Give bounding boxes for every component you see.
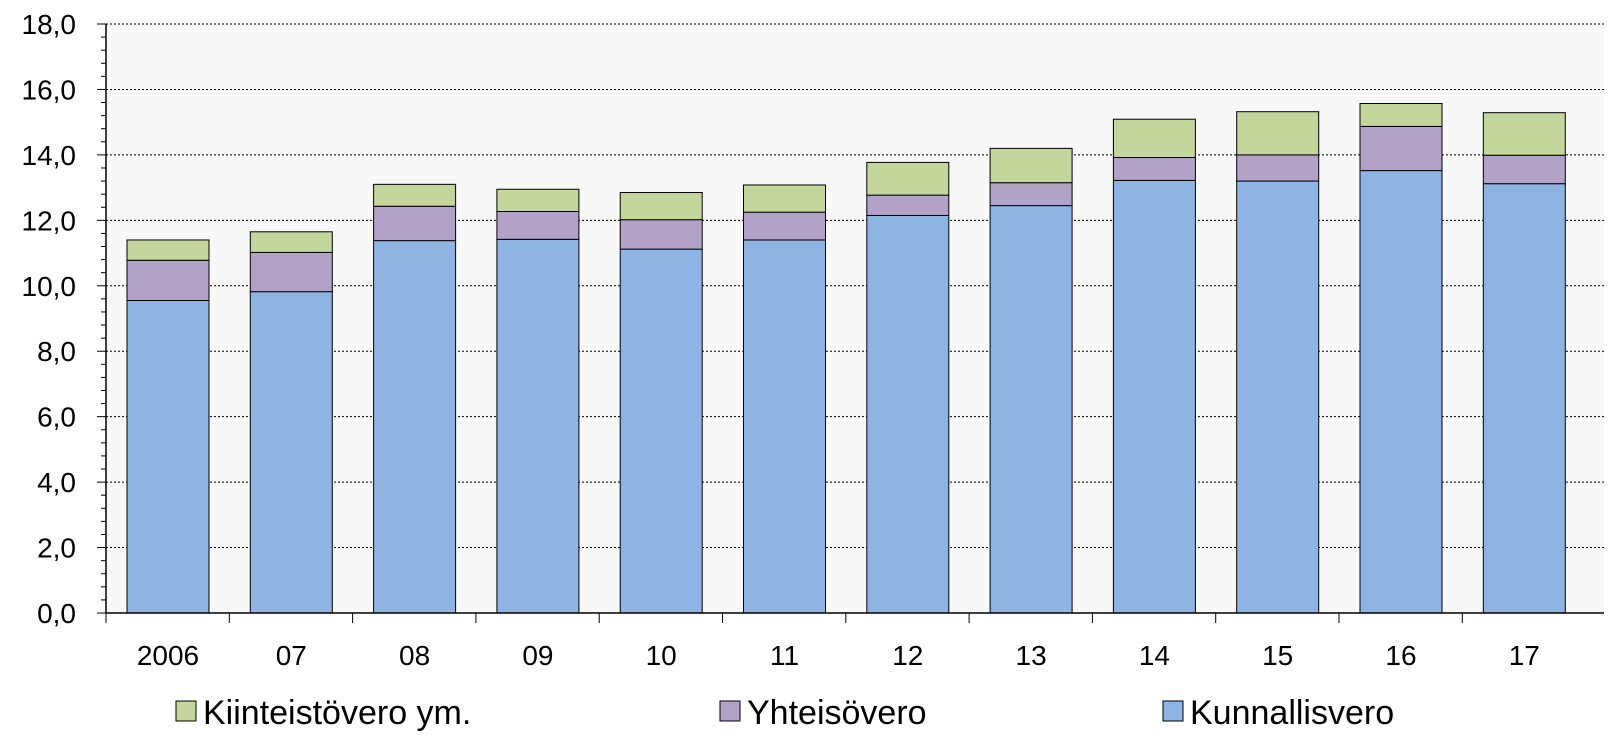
- x-tick-label: 14: [1139, 640, 1170, 671]
- axes: [105, 24, 1604, 614]
- bar-segment: [126, 239, 210, 261]
- bar-segment: [249, 231, 333, 253]
- bar-segment: [989, 147, 1073, 184]
- y-axis-ticks: 0,0 2,0 4,0 6,0 8,0 10,0 12,0 14,0 16,0 18,0: [22, 9, 106, 629]
- x-tick-label: 13: [1016, 640, 1047, 671]
- x-axis-ticks: 2006 07 08 09 10 11 12 13 14 15 16 17: [105, 613, 1540, 671]
- bar-segment: [989, 205, 1073, 614]
- bar-segment: [496, 238, 580, 614]
- legend-swatch: [175, 700, 197, 722]
- bar-segment: [1236, 111, 1320, 156]
- bar-segment: [1482, 183, 1566, 614]
- y-tick-label: 16,0: [22, 74, 77, 105]
- bars: [126, 103, 1566, 614]
- legend-label: Kiinteistövero ym.: [203, 694, 471, 732]
- y-tick-label: 14,0: [22, 140, 77, 171]
- gridlines: [106, 23, 1604, 549]
- bar-segment: [1359, 125, 1443, 172]
- bar-segment: [866, 214, 950, 614]
- x-tick-label: 09: [522, 640, 553, 671]
- y-tick-label: 18,0: [22, 9, 77, 40]
- x-tick-label: 16: [1385, 640, 1416, 671]
- y-tick-label: 0,0: [37, 598, 76, 629]
- bar-segment: [619, 192, 703, 221]
- x-tick-label: 10: [646, 640, 677, 671]
- legend-item: Kiinteistövero ym.: [175, 694, 471, 732]
- x-tick-label: 2006: [137, 640, 199, 671]
- bar-segment: [743, 184, 826, 213]
- bar-segment: [619, 219, 703, 250]
- x-tick-label: 08: [399, 640, 430, 671]
- x-tick-label: 15: [1262, 640, 1293, 671]
- bar-segment: [1236, 180, 1320, 614]
- bar-segment: [1236, 154, 1320, 182]
- bar-segment: [126, 259, 210, 302]
- legend-label: Yhteisövero: [747, 694, 927, 732]
- x-tick-label: 11: [770, 640, 799, 671]
- bar-segment: [866, 161, 950, 196]
- bar-segment: [1112, 179, 1196, 614]
- bar-segment: [249, 291, 333, 614]
- legend: Kiinteistövero ym. Yhteisövero Kunnallisve…: [175, 694, 1394, 732]
- bar-segment: [619, 248, 703, 614]
- bar-segment: [496, 210, 580, 240]
- bar-segment: [866, 194, 950, 216]
- legend-item: Kunnallisvero: [1162, 694, 1394, 732]
- y-tick-label: 2,0: [37, 533, 76, 564]
- bar-segment: [496, 188, 580, 212]
- x-tick-label: 12: [892, 640, 923, 671]
- bar-segment: [1112, 118, 1196, 159]
- bar-segment: [126, 300, 210, 614]
- bar-segment: [743, 239, 826, 614]
- bar-segment: [1359, 103, 1443, 127]
- bar-segment: [1359, 170, 1443, 614]
- bar-segment: [1482, 154, 1566, 185]
- legend-label: Kunnallisvero: [1190, 694, 1394, 732]
- bar-segment: [1112, 157, 1196, 181]
- y-tick-label: 8,0: [37, 336, 76, 367]
- plot-area: [106, 24, 1604, 613]
- x-tick-label: 07: [276, 640, 307, 671]
- bar-segment: [1482, 112, 1566, 156]
- x-tick-label: 17: [1509, 640, 1540, 671]
- y-tick-label: 12,0: [22, 205, 77, 236]
- legend-item: Yhteisövero: [719, 694, 927, 732]
- y-tick-label: 10,0: [22, 271, 77, 302]
- bar-segment: [373, 183, 457, 207]
- legend-swatch: [1162, 700, 1184, 722]
- bar-segment: [373, 205, 457, 242]
- y-tick-label: 4,0: [37, 467, 76, 498]
- bar-segment: [743, 211, 826, 241]
- legend-swatch: [719, 700, 741, 722]
- bar-segment: [373, 240, 457, 614]
- y-tick-label: 6,0: [37, 402, 76, 433]
- bar-segment: [249, 251, 333, 293]
- bar-segment: [989, 182, 1073, 207]
